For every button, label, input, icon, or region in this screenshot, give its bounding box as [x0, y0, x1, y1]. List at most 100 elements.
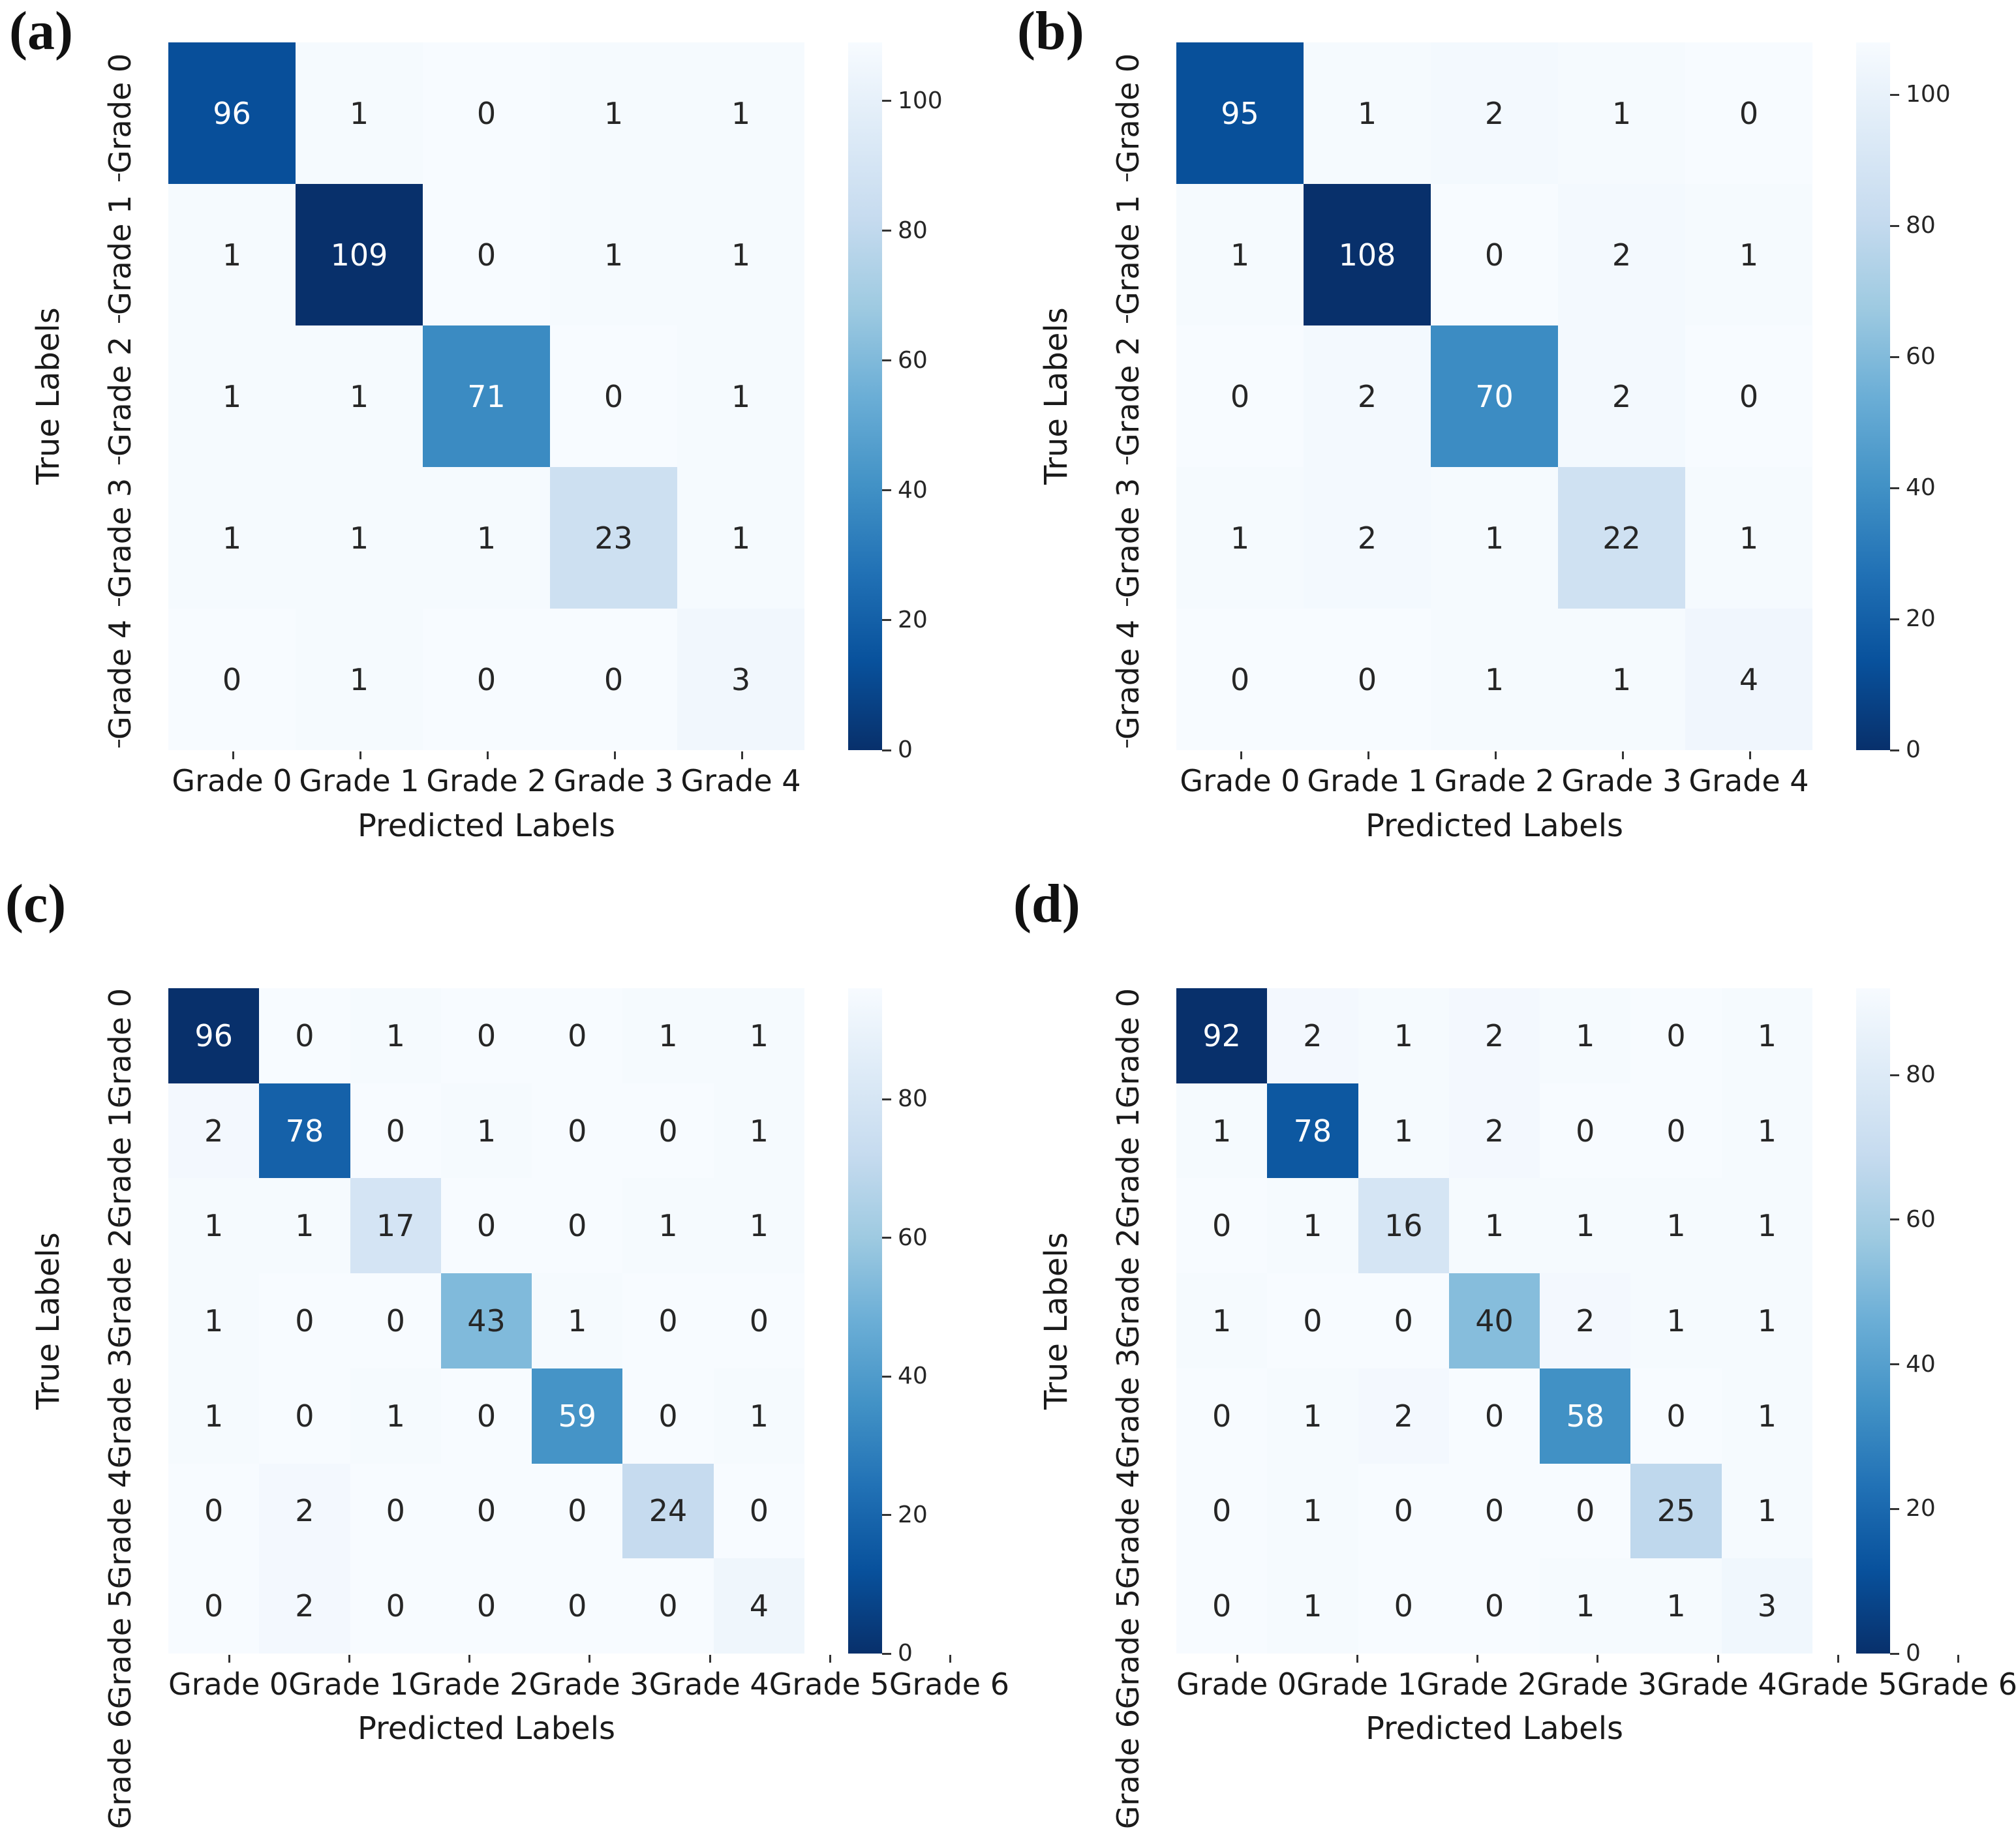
cell-value: 2 — [295, 1588, 314, 1624]
x-tick-label: Grade 1 — [1296, 1655, 1416, 1699]
heatmap-cell: 96 — [168, 42, 296, 184]
cell-value: 1 — [1394, 1018, 1413, 1053]
heatmap-cell: 43 — [440, 1273, 532, 1368]
cell-value: 2 — [1611, 237, 1632, 273]
tick-mark — [1126, 740, 1128, 748]
cell-value: 0 — [386, 1113, 405, 1149]
cell-value: 0 — [204, 1588, 224, 1624]
heatmap-cell: 0 — [1685, 42, 1812, 184]
cell-value: 0 — [658, 1303, 678, 1338]
heatmap-grid: 95 1 2 1 0 1 108 0 2 1 0 2 70 2 0 1 2 1 22 1 0 0 1 1 4 — [1176, 42, 1812, 750]
panel-letter-b: (b) — [1017, 1, 1084, 61]
x-tick-text: Grade 2 — [1416, 1667, 1537, 1702]
tick-mark — [486, 751, 489, 759]
tick-mark — [118, 1338, 120, 1346]
tick-mark — [1890, 487, 1899, 489]
cell-value: 4 — [749, 1588, 769, 1624]
colorbar-ticks: 0 20 40 60 80 — [1890, 988, 1994, 1665]
cell-value: 1 — [204, 1303, 224, 1338]
x-tick-label: Grade 1 — [296, 751, 423, 796]
heatmap-cell: 1 — [1267, 1178, 1358, 1274]
tick-mark — [1717, 1655, 1719, 1663]
cell-value: 1 — [1757, 1208, 1777, 1244]
heatmap-cell: 0 — [1540, 1083, 1631, 1179]
x-tick-label: Grade 6 — [889, 1655, 1009, 1699]
y-tick-label: Grade 2 — [1085, 325, 1171, 467]
x-tick-label: Grade 1 — [1304, 751, 1431, 796]
y-tick-text: Grade 3 — [102, 477, 138, 598]
heatmap-cell: 1 — [1630, 1178, 1722, 1274]
heatmap-cell: 0 — [713, 1463, 804, 1559]
heatmap-cell: 24 — [622, 1463, 714, 1559]
cell-value: 0 — [386, 1588, 405, 1624]
cell-value: 1 — [349, 520, 369, 556]
cell-value: 1 — [476, 1113, 496, 1149]
tick-mark — [1126, 315, 1128, 323]
tick-mark — [882, 1514, 891, 1516]
y-tick-text: Grade 1 — [1110, 1108, 1146, 1229]
cell-value: 1 — [1303, 1493, 1322, 1529]
y-tick-label: Grade 4 — [77, 609, 163, 750]
cell-value: 1 — [603, 237, 624, 273]
heatmap-cell: 0 — [532, 1463, 623, 1559]
heatmap-cell: 0 — [1630, 1083, 1722, 1179]
heatmap-cell: 1 — [168, 325, 296, 467]
heatmap-cell: 3 — [1721, 1558, 1812, 1654]
cell-value: 1 — [204, 1398, 224, 1434]
heatmap-cell: 1 — [1358, 1083, 1449, 1179]
cell-value: 1 — [1757, 1303, 1777, 1338]
cell-value: 0 — [476, 1493, 496, 1529]
cell-value: 0 — [749, 1493, 769, 1529]
cell-value: 0 — [1230, 661, 1250, 697]
cell-value: 1 — [1757, 1493, 1777, 1529]
cell-value: 24 — [649, 1493, 688, 1529]
x-tick-text: Grade 4 — [1688, 763, 1809, 798]
colorbar-tick-value: 40 — [1906, 474, 1936, 502]
heatmap-cell: 96 — [168, 988, 260, 1083]
heatmap-cell: 1 — [296, 325, 423, 467]
x-tick-label: Grade 2 — [423, 751, 550, 796]
cell-value: 2 — [295, 1493, 314, 1529]
y-tick-label: Grade 3 — [77, 467, 163, 609]
x-tick-text: Grade 0 — [1180, 763, 1300, 798]
panel-a: (a) True Labels Grade 0 Grade 1 Grade 2 Gra… — [0, 0, 1008, 877]
cell-value: 1 — [1611, 661, 1632, 697]
cell-value: 0 — [476, 661, 496, 697]
colorbar-ticks: 0 20 40 60 80 100 — [882, 42, 986, 762]
heatmap-cell: 1 — [1448, 1178, 1540, 1274]
colorbar-tick-value: 60 — [898, 346, 928, 374]
tick-mark — [829, 1655, 831, 1663]
heatmap-cell: 2 — [1267, 988, 1358, 1083]
tick-mark — [1494, 751, 1497, 759]
heatmap-cell: 1 — [1176, 1083, 1268, 1179]
heatmap-cell: 1 — [296, 467, 423, 609]
colorbar-tick: 60 — [882, 346, 928, 374]
colorbar-tick: 40 — [882, 1365, 928, 1388]
cell-value: 1 — [1230, 237, 1250, 273]
tick-mark — [949, 1655, 951, 1663]
heatmap-cell: 1 — [1721, 1463, 1812, 1559]
heatmap-cell: 0 — [1448, 1463, 1540, 1559]
heatmap-cell: 0 — [1176, 325, 1304, 467]
x-tick-text: Grade 0 — [1176, 1667, 1297, 1702]
heatmap-cell: 22 — [1558, 467, 1685, 609]
heatmap-cell: 1 — [677, 325, 804, 467]
tick-mark — [1236, 1655, 1239, 1663]
tick-mark — [882, 1237, 891, 1239]
heatmap-cell: 1 — [1176, 467, 1304, 609]
cell-value: 43 — [467, 1303, 506, 1338]
cell-value: 0 — [603, 378, 624, 414]
heatmap-cell: 0 — [350, 1463, 441, 1559]
cell-value: 1 — [1666, 1588, 1686, 1624]
heatmap-cell: 1 — [168, 467, 296, 609]
x-tick-text: Grade 4 — [680, 763, 801, 798]
y-tick-labels: Grade 0 Grade 1 Grade 2 Grade 3 Grade 4 — [1085, 42, 1171, 750]
heatmap-cell: 0 — [622, 1368, 714, 1464]
tick-mark — [348, 1655, 351, 1663]
y-tick-label: Grade 1 — [1085, 184, 1171, 325]
tick-mark — [1749, 751, 1751, 759]
x-tick-text: Grade 1 — [288, 1667, 409, 1702]
x-tick-label: Grade 4 — [677, 751, 804, 798]
cell-value: 3 — [731, 661, 751, 697]
cell-value: 1 — [568, 1303, 587, 1338]
